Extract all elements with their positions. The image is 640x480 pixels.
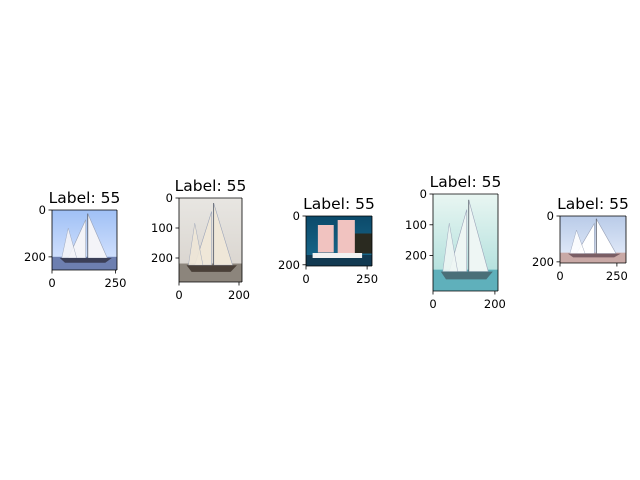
x-tick-label: 250 — [105, 276, 127, 290]
photo-shore — [352, 233, 372, 254]
x-tick-label: 0 — [175, 288, 182, 302]
x-tick-label: 200 — [484, 297, 506, 311]
x-tick-label: 200 — [228, 288, 250, 302]
sailboat-photo-icon — [433, 194, 498, 291]
subplot-title: Label: 55 — [175, 177, 247, 195]
x-tick-label: 0 — [302, 272, 309, 286]
sailboat-photo-icon — [306, 216, 372, 266]
sailboat-photo-icon — [560, 216, 626, 263]
sailboat-photo-icon — [52, 210, 117, 270]
y-tick-label: 0 — [293, 209, 300, 223]
photo-hull — [312, 253, 363, 258]
photo-hull — [59, 258, 112, 263]
y-tick-label: 100 — [405, 218, 427, 232]
sailboat-photo-icon — [179, 198, 242, 282]
y-tick-label: 0 — [420, 187, 427, 201]
subplot-title: Label: 55 — [49, 189, 121, 207]
y-tick-label: 200 — [405, 249, 427, 263]
x-tick-label: 250 — [356, 272, 378, 286]
y-tick-label: 0 — [39, 203, 46, 217]
subplot-title: Label: 55 — [557, 195, 629, 213]
y-tick-label: 200 — [151, 251, 173, 265]
y-tick-label: 200 — [532, 255, 554, 269]
x-tick-label: 0 — [556, 269, 563, 283]
y-tick-label: 0 — [166, 191, 173, 205]
x-tick-label: 0 — [48, 276, 55, 290]
subplot-4: 0 200 0 100 200 Label: 55 — [405, 173, 506, 311]
subplot-title: Label: 55 — [303, 195, 375, 213]
subplot-title: Label: 55 — [430, 173, 502, 191]
photo-sail — [337, 220, 355, 253]
photo-hull — [567, 253, 621, 258]
y-tick-label: 200 — [278, 258, 300, 272]
photo-water — [306, 255, 372, 266]
subplot-2: 0 200 0 100 200 Label: 55 — [151, 177, 250, 302]
y-tick-label: 200 — [24, 250, 46, 264]
photo-water — [560, 252, 626, 263]
y-tick-label: 0 — [547, 209, 554, 223]
photo-sail — [317, 225, 334, 253]
y-tick-label: 100 — [151, 221, 173, 235]
x-tick-label: 250 — [606, 269, 628, 283]
x-tick-label: 0 — [429, 297, 436, 311]
photo-hull — [440, 271, 493, 280]
photo-hull — [186, 265, 237, 272]
